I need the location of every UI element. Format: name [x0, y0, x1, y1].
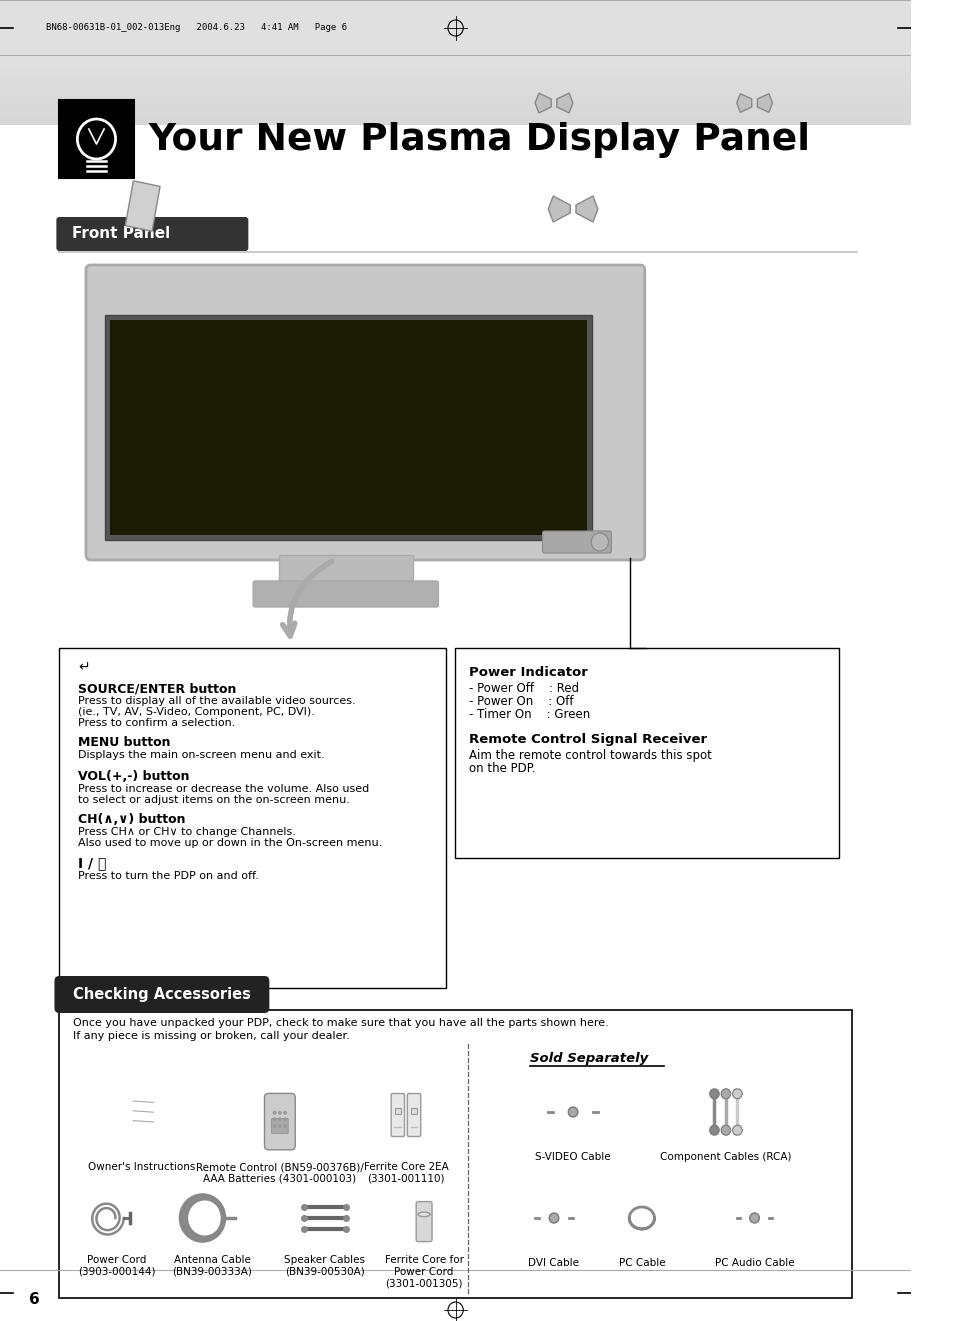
FancyBboxPatch shape	[272, 1119, 288, 1133]
Polygon shape	[535, 92, 551, 112]
Circle shape	[591, 532, 608, 551]
Circle shape	[568, 1107, 578, 1118]
Circle shape	[277, 1111, 281, 1115]
Text: I / ⏻: I / ⏻	[78, 856, 107, 871]
Text: Press to display all of the available video sources.: Press to display all of the available vi…	[78, 696, 355, 705]
Polygon shape	[548, 196, 570, 222]
Polygon shape	[576, 196, 598, 222]
Text: to select or adjust items on the on-screen menu.: to select or adjust items on the on-scre…	[78, 795, 350, 804]
Text: Speaker Cables
(BN39-00530A): Speaker Cables (BN39-00530A)	[284, 1255, 365, 1276]
Text: PC Cable: PC Cable	[618, 1258, 664, 1268]
Polygon shape	[736, 94, 751, 112]
Circle shape	[720, 1089, 730, 1099]
Circle shape	[549, 1213, 558, 1223]
Text: Antenna Cable
(BN39-00333A): Antenna Cable (BN39-00333A)	[172, 1255, 252, 1276]
FancyBboxPatch shape	[264, 1094, 294, 1149]
Text: VOL(+,-) button: VOL(+,-) button	[78, 770, 190, 783]
Circle shape	[273, 1124, 276, 1128]
FancyBboxPatch shape	[59, 1011, 851, 1299]
Text: Front Panel: Front Panel	[71, 226, 170, 242]
Circle shape	[283, 1111, 287, 1115]
FancyBboxPatch shape	[416, 1202, 432, 1242]
Text: - Timer On    : Green: - Timer On : Green	[469, 708, 590, 721]
Text: Checking Accessories: Checking Accessories	[72, 987, 251, 1001]
Text: - Power On    : Off: - Power On : Off	[469, 695, 573, 708]
Text: (ie., TV, AV, S-Video, Component, PC, DVI).: (ie., TV, AV, S-Video, Component, PC, DV…	[78, 707, 314, 717]
Text: Press to turn the PDP on and off.: Press to turn the PDP on and off.	[78, 871, 259, 881]
Text: Ferrite Core 2EA
(3301-001110): Ferrite Core 2EA (3301-001110)	[363, 1162, 448, 1184]
Text: DVI Cable: DVI Cable	[528, 1258, 578, 1268]
FancyBboxPatch shape	[59, 100, 133, 178]
FancyBboxPatch shape	[395, 1108, 400, 1114]
Circle shape	[273, 1111, 276, 1115]
FancyBboxPatch shape	[278, 555, 413, 583]
Polygon shape	[557, 92, 573, 112]
Text: 6: 6	[29, 1292, 39, 1306]
Text: ↵: ↵	[78, 660, 90, 674]
Text: Owner's Instructions: Owner's Instructions	[88, 1162, 194, 1172]
Text: PC Audio Cable: PC Audio Cable	[714, 1258, 794, 1268]
Text: Power Indicator: Power Indicator	[469, 666, 587, 679]
Text: Power Cord
(3903-000144): Power Cord (3903-000144)	[78, 1255, 155, 1276]
Text: S-VIDEO Cable: S-VIDEO Cable	[535, 1152, 610, 1162]
Circle shape	[749, 1213, 759, 1223]
FancyBboxPatch shape	[105, 314, 592, 540]
FancyBboxPatch shape	[253, 581, 438, 608]
Text: Remote Control Signal Receiver: Remote Control Signal Receiver	[469, 733, 706, 746]
Text: Once you have unpacked your PDP, check to make sure that you have all the parts : Once you have unpacked your PDP, check t…	[72, 1018, 608, 1028]
Polygon shape	[757, 94, 772, 112]
Text: on the PDP.: on the PDP.	[469, 762, 535, 775]
Text: MENU button: MENU button	[78, 736, 171, 749]
Circle shape	[720, 1125, 730, 1135]
Circle shape	[732, 1125, 741, 1135]
Ellipse shape	[417, 1213, 430, 1217]
FancyBboxPatch shape	[54, 976, 269, 1013]
Text: Sold Separately: Sold Separately	[530, 1052, 648, 1065]
FancyBboxPatch shape	[407, 1094, 420, 1136]
Text: - Power Off    : Red: - Power Off : Red	[469, 682, 578, 695]
Polygon shape	[125, 181, 160, 231]
Text: Aim the remote control towards this spot: Aim the remote control towards this spot	[469, 749, 711, 762]
Text: BN68-00631B-01_002-013Eng   2004.6.23   4:41 AM   Page 6: BN68-00631B-01_002-013Eng 2004.6.23 4:41…	[46, 24, 347, 33]
Text: Press to increase or decrease the volume. Also used: Press to increase or decrease the volume…	[78, 783, 369, 794]
Text: SOURCE/ENTER button: SOURCE/ENTER button	[78, 682, 236, 695]
FancyBboxPatch shape	[56, 217, 248, 251]
Text: Your New Plasma Display Panel: Your New Plasma Display Panel	[148, 122, 809, 159]
Text: Press to confirm a selection.: Press to confirm a selection.	[78, 719, 235, 728]
FancyBboxPatch shape	[0, 0, 910, 55]
FancyBboxPatch shape	[59, 649, 446, 988]
Circle shape	[732, 1089, 741, 1099]
Circle shape	[273, 1118, 276, 1122]
FancyArrowPatch shape	[282, 561, 332, 637]
Circle shape	[283, 1118, 287, 1122]
Circle shape	[283, 1124, 287, 1128]
FancyBboxPatch shape	[391, 1094, 404, 1136]
Text: Displays the main on-screen menu and exit.: Displays the main on-screen menu and exi…	[78, 750, 325, 760]
FancyBboxPatch shape	[542, 531, 611, 553]
Text: Remote Control (BN59-00376B)/
AAA Batteries (4301-000103): Remote Control (BN59-00376B)/ AAA Batter…	[195, 1162, 363, 1184]
Text: If any piece is missing or broken, call your dealer.: If any piece is missing or broken, call …	[72, 1030, 349, 1041]
Text: Press CH∧ or CH∨ to change Channels.: Press CH∧ or CH∨ to change Channels.	[78, 827, 295, 838]
FancyBboxPatch shape	[411, 1108, 416, 1114]
Circle shape	[709, 1125, 719, 1135]
Circle shape	[277, 1118, 281, 1122]
FancyBboxPatch shape	[110, 320, 587, 535]
Text: Also used to move up or down in the On-screen menu.: Also used to move up or down in the On-s…	[78, 838, 382, 848]
Text: Component Cables (RCA): Component Cables (RCA)	[659, 1152, 791, 1162]
FancyBboxPatch shape	[455, 649, 838, 859]
Text: Ferrite Core for
Power Cord
(3301-001305): Ferrite Core for Power Cord (3301-001305…	[384, 1255, 463, 1288]
Circle shape	[277, 1124, 281, 1128]
FancyBboxPatch shape	[86, 266, 644, 560]
Circle shape	[709, 1089, 719, 1099]
Text: CH(∧,∨) button: CH(∧,∨) button	[78, 812, 186, 826]
